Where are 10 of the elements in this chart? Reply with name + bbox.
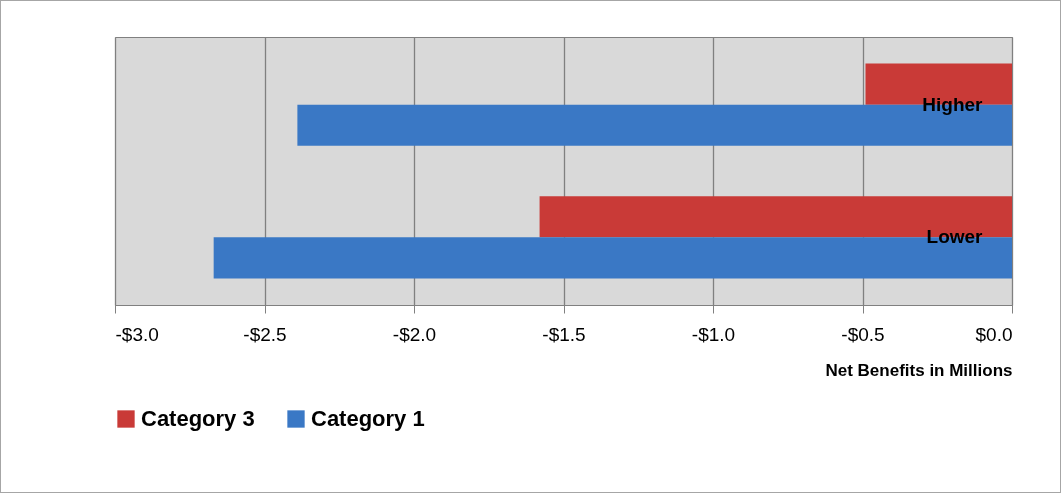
x-tick-label: -$1.5	[542, 323, 586, 345]
x-tick-label: -$2.0	[392, 323, 437, 345]
x-tick-label: -$1.0	[691, 323, 736, 345]
legend-label: Category 1	[311, 406, 425, 431]
x-tick-label: -$0.5	[841, 323, 885, 345]
x-tick-label: $0.0	[975, 323, 1013, 345]
x-tick-label: -$2.5	[243, 323, 287, 345]
x-axis-title: Net Benefits in Millions	[825, 360, 1013, 380]
legend-label: Category 3	[141, 406, 255, 431]
x-tick-label: -$3.0	[115, 323, 159, 345]
